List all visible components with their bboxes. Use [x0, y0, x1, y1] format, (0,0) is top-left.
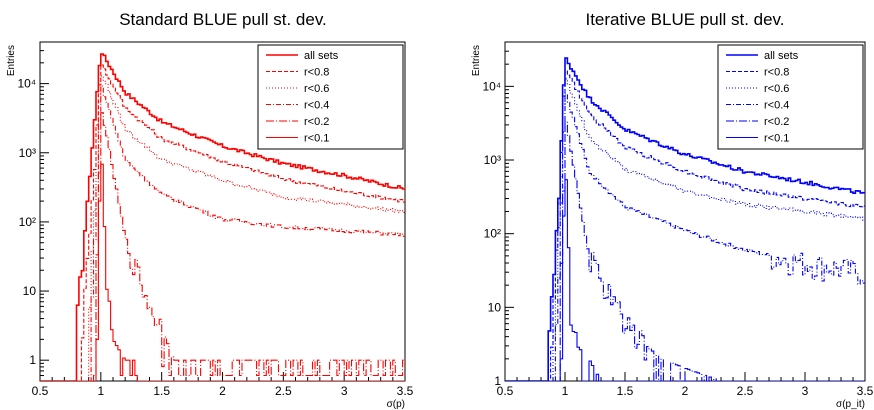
x-axis-title: σ(p_it) — [836, 399, 865, 410]
legend-label: r<0.4 — [764, 100, 789, 112]
series-line — [40, 163, 405, 381]
y-axis-title: Entries — [6, 45, 17, 76]
series-line — [40, 112, 405, 381]
y-tick-label: 10³ — [19, 146, 36, 160]
x-tick-label: 0.5 — [32, 384, 49, 398]
series-line — [505, 70, 865, 381]
series-line — [505, 179, 865, 381]
x-tick-label: 2.5 — [737, 384, 754, 398]
legend-label: r<0.1 — [764, 133, 789, 145]
legend: all sets r<0.8 r<0.6 r<0.4 r<0.2 r<0.1 — [257, 44, 404, 150]
y-tick-label: 10³ — [484, 153, 501, 167]
legend-label: all sets — [764, 50, 799, 62]
legend-label: r<0.6 — [304, 83, 329, 95]
series-line — [40, 64, 405, 381]
legend-label: r<0.8 — [304, 67, 329, 79]
y-tick-label: 10 — [488, 300, 502, 314]
series-line — [505, 78, 865, 381]
y-tick-label: 10² — [484, 227, 501, 241]
x-tick-label: 2.5 — [275, 384, 292, 398]
x-tick-label: 1.5 — [617, 384, 634, 398]
x-tick-label: 2 — [219, 384, 226, 398]
legend-label: r<0.4 — [304, 100, 329, 112]
chart-title: Iterative BLUE pull st. dev. — [585, 10, 784, 29]
legend-label: r<0.2 — [764, 116, 789, 128]
series-line — [40, 53, 405, 381]
y-tick-label: 1 — [494, 374, 501, 388]
legend-label: r<0.8 — [764, 67, 789, 79]
legend-label: r<0.6 — [764, 83, 789, 95]
x-tick-label: 1 — [97, 384, 104, 398]
x-tick-label: 0.5 — [497, 384, 514, 398]
legend-box — [257, 44, 404, 150]
y-tick-label: 10² — [19, 215, 36, 229]
legend-label: r<0.2 — [304, 116, 329, 128]
legend-label: all sets — [304, 50, 339, 62]
series-line — [505, 121, 865, 381]
series-line — [505, 57, 865, 381]
x-axis-title: σ(p) — [387, 399, 405, 410]
y-axis-title: Entries — [471, 45, 482, 76]
series-line — [40, 85, 405, 381]
y-tick-label: 10⁴ — [17, 77, 36, 91]
x-tick-label: 3.5 — [397, 384, 414, 398]
y-tick-label: 10 — [23, 284, 37, 298]
x-tick-label: 3 — [341, 384, 348, 398]
chart-panel-2: Iterative BLUE pull st. dev.0.5 1 1.5 2 2.5 3… — [471, 10, 874, 410]
x-tick-label: 3.5 — [857, 384, 874, 398]
y-tick-label: 10⁴ — [482, 79, 501, 93]
y-tick-label: 1 — [29, 353, 36, 367]
x-tick-label: 3 — [802, 384, 809, 398]
x-tick-label: 2 — [682, 384, 689, 398]
legend-box — [717, 44, 864, 150]
chart-panel-1: Standard BLUE pull st. dev. 0.5 1 1.5 2 2.5 3 3… — [6, 10, 414, 410]
x-tick-label: 1.5 — [153, 384, 170, 398]
chart-title: Standard BLUE pull st. dev. — [119, 10, 327, 29]
series-line — [505, 93, 865, 381]
legend: all sets r<0.8 r<0.6 r<0.4 r<0.2 r<0.1 — [717, 44, 864, 150]
x-tick-label: 1 — [562, 384, 569, 398]
legend-label: r<0.1 — [304, 133, 329, 145]
